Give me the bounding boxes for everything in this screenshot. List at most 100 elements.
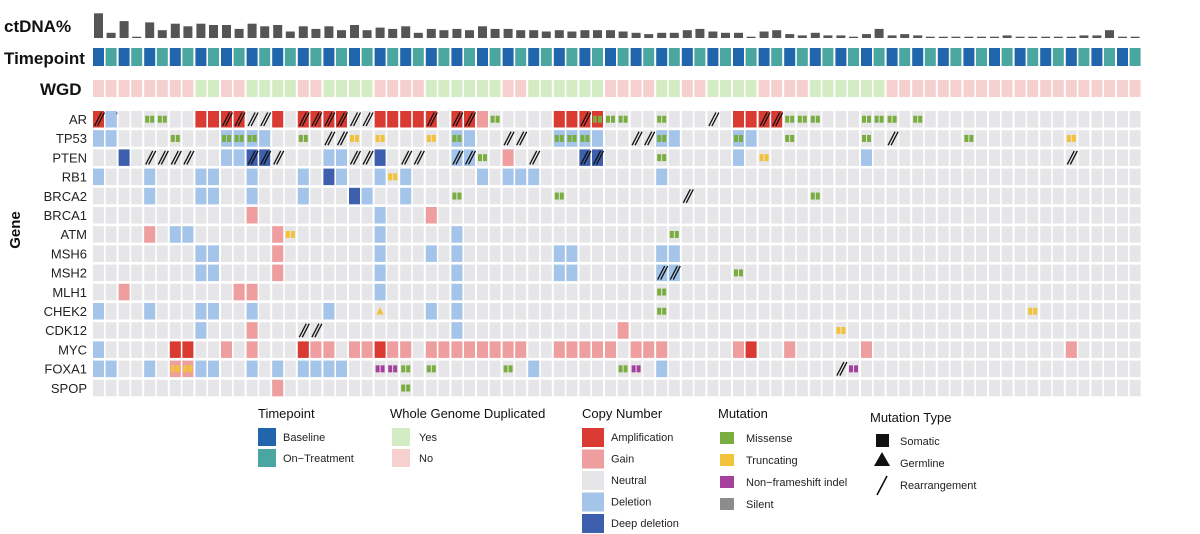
missense-mark [674, 230, 679, 238]
rearrangement-mark [148, 150, 157, 165]
legend-mutation-swatch [720, 498, 734, 510]
gene-cell [515, 303, 527, 320]
gene-cell [579, 303, 591, 320]
gene-cell [1027, 322, 1039, 339]
missense-mark [554, 192, 559, 200]
gene-cell [989, 245, 1000, 262]
gene-cell [809, 149, 821, 166]
gene-cell [1065, 245, 1077, 262]
gene-cell [1065, 283, 1077, 301]
del-cell [259, 130, 271, 147]
timepoint-baseline-cell [169, 48, 181, 66]
amp-cell [553, 111, 565, 128]
gene-cell [131, 149, 143, 166]
gene-cell [515, 264, 527, 282]
missense-mark [170, 134, 175, 142]
gene-cell [528, 303, 540, 320]
gene-cell [105, 283, 117, 301]
missense-mark [572, 134, 577, 142]
gene-cell [387, 303, 399, 320]
missense-mark [662, 288, 667, 296]
gene-cell [540, 245, 552, 262]
gene-cell [758, 149, 770, 166]
gene-cell [950, 226, 962, 243]
gene-cell [489, 245, 501, 262]
gain-cell [272, 264, 284, 282]
timepoint-ontreatment-cell [412, 48, 424, 66]
gene-cell [502, 207, 514, 224]
gene-cell [105, 187, 117, 205]
gene-cell [668, 303, 680, 320]
gene-cell [438, 168, 450, 186]
gene-cell [182, 379, 194, 397]
gene-cell [784, 264, 796, 282]
gene-cell [681, 207, 693, 224]
gene-cell [758, 379, 770, 397]
gene-cell [771, 130, 783, 147]
gene-cell [796, 360, 808, 378]
gene-cell [336, 341, 347, 358]
gene-cell [515, 360, 527, 378]
ctdna-bar [721, 32, 730, 38]
rearrangement-mark [580, 112, 589, 127]
del-cell [374, 168, 386, 186]
gene-cell [989, 149, 1000, 166]
gene-cell [208, 207, 219, 224]
del-cell [656, 168, 668, 186]
gene-cell [617, 130, 629, 147]
rearrangement-mark [224, 112, 234, 127]
ctdna-bar [887, 35, 897, 38]
gene-cell [579, 283, 591, 301]
gene-cell [131, 322, 143, 339]
gene-cell [950, 322, 962, 339]
timepoint-baseline-cell [246, 48, 258, 66]
gene-cell [656, 149, 668, 166]
gene-cell [605, 226, 616, 243]
gene-cell [835, 341, 847, 358]
gene-cell [349, 130, 360, 147]
gene-cell [284, 226, 296, 243]
gene-cell [1027, 245, 1039, 262]
gene-cell [937, 245, 949, 262]
gene-cell [630, 283, 642, 301]
gene-cell [668, 283, 680, 301]
gene-cell [668, 187, 680, 205]
gene-cell [937, 322, 949, 339]
gain-cell [118, 283, 130, 301]
gene-cell [976, 303, 987, 320]
del-cell [400, 187, 412, 205]
del-cell [553, 130, 565, 147]
gene-cell [899, 149, 911, 166]
missense-mark [478, 154, 482, 162]
gene-cell [412, 322, 424, 339]
gene-cell [1104, 168, 1115, 186]
gene-cell [387, 264, 399, 282]
gene-cell [528, 322, 540, 339]
gene-cell [169, 187, 181, 205]
gene-cell [233, 322, 245, 339]
gene-cell [1091, 111, 1103, 128]
truncating-mark [759, 154, 764, 162]
rearrangement-mark [263, 150, 272, 165]
gene-cell [835, 322, 847, 339]
gene-cell [336, 226, 347, 243]
gene-cell [579, 322, 591, 339]
gene-cell [156, 322, 168, 339]
gene-cell [221, 303, 232, 320]
gene-cell [809, 303, 821, 320]
rearrangement-mark [682, 189, 691, 204]
gain-cell [272, 226, 284, 243]
missense-mark [662, 115, 667, 123]
nfsi-mark [854, 365, 858, 373]
gene-cell [1052, 149, 1064, 166]
gene-cell [784, 245, 796, 262]
timepoint-baseline-cell [118, 48, 130, 66]
wgd-cell [579, 80, 591, 97]
gene-cell [886, 187, 898, 205]
gene-cell [425, 379, 437, 397]
gene-cell [758, 207, 770, 224]
gene-cell [566, 226, 578, 243]
gene-cell [1065, 207, 1077, 224]
rearrangement-mark [685, 189, 694, 204]
gene-cell [912, 360, 924, 378]
